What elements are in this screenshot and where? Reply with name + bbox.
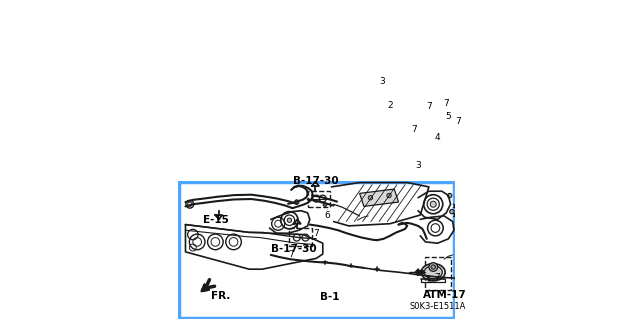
Text: 6: 6 [324,211,330,220]
Text: ATM-17: ATM-17 [423,290,467,300]
Circle shape [368,196,372,200]
Circle shape [447,193,452,198]
Text: FR.: FR. [211,292,231,301]
Circle shape [387,193,391,198]
Polygon shape [360,189,399,206]
Text: 3: 3 [380,77,385,86]
Text: B-17-30: B-17-30 [292,176,338,186]
Circle shape [294,200,299,204]
Polygon shape [415,269,423,276]
Text: 3: 3 [415,161,421,170]
Text: 7: 7 [435,273,440,282]
Circle shape [323,203,326,206]
Text: 7: 7 [426,102,432,111]
Circle shape [450,209,454,214]
Text: 7: 7 [444,99,449,108]
Bar [289,228,312,246]
Text: 7: 7 [411,125,417,134]
Circle shape [430,201,436,207]
Text: 7: 7 [314,229,319,238]
Text: 7: 7 [456,117,461,126]
Bar [308,191,330,207]
Text: E-15: E-15 [203,215,228,225]
Text: 5: 5 [445,112,451,121]
Bar [424,257,451,290]
Text: B-17-30: B-17-30 [271,244,317,254]
Ellipse shape [421,263,445,281]
Text: 7: 7 [288,250,294,259]
Text: 2: 2 [387,101,393,110]
Circle shape [287,218,292,222]
Ellipse shape [424,266,442,279]
Text: S0K3-E1511A: S0K3-E1511A [410,301,466,310]
Circle shape [429,263,438,271]
Text: B-1: B-1 [319,292,339,302]
Text: 4: 4 [435,133,440,142]
Text: 1: 1 [426,276,432,286]
Circle shape [431,265,435,269]
